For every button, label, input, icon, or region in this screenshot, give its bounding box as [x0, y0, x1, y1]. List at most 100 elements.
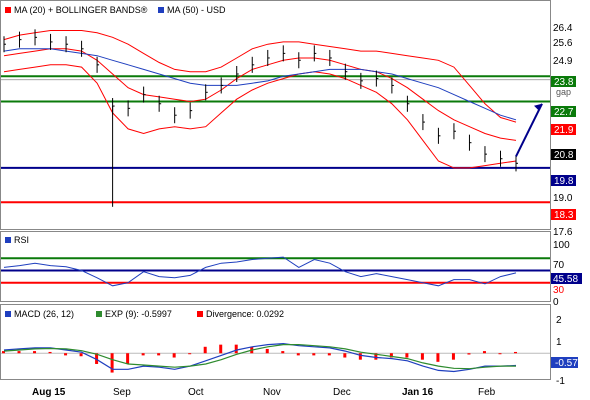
exp-legend-swatch: [96, 311, 102, 317]
level-badge-value: 22.7: [554, 107, 574, 118]
macd-histogram-bar: [188, 353, 192, 355]
macd-legend-label: MACD (26, 12): [14, 309, 74, 319]
level-badge-value: 23.8: [554, 77, 574, 88]
macd-series-group: [3, 342, 517, 373]
x-axis-label: Jan 16: [402, 387, 434, 398]
ma50-line: [3, 48, 517, 121]
macd-legend-swatch: [5, 311, 11, 317]
rsi-y-axis: 100 70 30 0: [553, 240, 570, 308]
rsi-level-lines: [1, 257, 550, 284]
ma50-legend-swatch: [158, 7, 164, 13]
macd-histogram-bar: [389, 353, 393, 358]
rsi-ytick-label: 70: [553, 260, 565, 271]
macd-histogram-bar: [234, 344, 238, 354]
rsi-legend-label: RSI: [14, 235, 29, 245]
macd-histogram-bar: [312, 353, 316, 356]
level-badge-value: 21.9: [554, 125, 574, 136]
macd-histogram-bar: [126, 353, 130, 364]
level-badge-box: [551, 209, 576, 220]
macd-histogram-bar: [514, 351, 517, 354]
rsi-value-badge-box: [551, 273, 582, 284]
level-badges: 23.8 gap 22.7 21.9 20.8 19.8 18.3: [551, 76, 576, 221]
rsi-series-group: [3, 256, 517, 287]
divergence-legend-label: Divergence: 0.0292: [206, 309, 284, 319]
price-ytick-label: 19.0: [553, 193, 573, 204]
projection-arrow-head: [534, 103, 542, 111]
macd-histogram-bar: [265, 348, 269, 354]
price-panel-frame: [0, 0, 551, 230]
rsi-ytick-label: 100: [553, 240, 570, 251]
price-level-lines: [1, 75, 550, 204]
macd-legend: MACD (26, 12) EXP (9): -0.5997 Divergenc…: [5, 309, 284, 319]
x-axis-label: Feb: [478, 387, 496, 398]
macd-y-axis: 2 1 0 -1: [556, 315, 565, 387]
macd-histogram-bar: [157, 353, 161, 356]
macd-histogram-bar: [219, 344, 223, 354]
macd-value-badge: -0.57: [555, 358, 578, 369]
price-bars-group: [3, 29, 543, 207]
price-legend: MA (20) + BOLLINGER BANDS® MA (50) - USD: [5, 5, 226, 15]
macd-histogram-bar: [172, 353, 176, 358]
macd-histogram-bar: [17, 351, 21, 354]
macd-value-badge-box: [551, 357, 578, 368]
rsi-panel-frame: [0, 231, 551, 302]
macd-histogram-bar: [343, 353, 347, 358]
x-axis: Aug 15 Sep Oct Nov Dec Jan 16 Feb: [32, 387, 496, 398]
level-badge-box: [551, 149, 576, 160]
ma50-legend-label: MA (50) - USD: [167, 5, 226, 15]
macd-histogram-bar: [482, 351, 486, 354]
level-badge-box: [551, 175, 576, 186]
x-axis-label: Aug 15: [32, 387, 66, 398]
macd-ytick-label: 1: [556, 337, 562, 348]
ma20-legend-label: MA (20) + BOLLINGER BANDS®: [14, 5, 148, 15]
rsi-ytick-label: 0: [553, 297, 559, 308]
x-axis-label: Sep: [113, 387, 131, 398]
macd-panel-frame: [0, 304, 551, 380]
level-badge-value: 19.8: [554, 176, 574, 187]
macd-histogram-bar: [48, 351, 52, 354]
level-badge-value: 18.3: [554, 210, 574, 221]
level-badge-box: [551, 106, 576, 117]
macd-line: [3, 342, 517, 373]
price-ytick-label: 17.6: [553, 227, 573, 238]
macd-histogram-bar: [33, 351, 37, 354]
level-badge-value: 20.8: [554, 150, 574, 161]
rsi-legend: RSI: [5, 235, 29, 245]
x-axis-label: Nov: [263, 387, 281, 398]
level-badge-box: [551, 124, 576, 135]
macd-histogram-bar: [420, 353, 424, 360]
bollinger-band-line: [3, 30, 517, 123]
rsi-ytick-label: 30: [553, 285, 565, 296]
bollinger-band-line: [3, 64, 517, 169]
macd-ytick-label: -1: [556, 376, 565, 387]
projection-arrow: [515, 103, 543, 157]
signal-line: [3, 344, 516, 370]
price-y-axis: 26.4 25.6 24.9 19.0 17.6: [553, 23, 573, 238]
ma20-legend-swatch: [5, 7, 11, 13]
macd-histogram-bar: [79, 353, 83, 357]
macd-histogram-bar: [2, 351, 5, 354]
rsi-legend-swatch: [5, 237, 11, 243]
level-badge-box: [551, 76, 576, 87]
macd-histogram-bar: [281, 351, 285, 354]
macd-ytick-label: 2: [556, 315, 562, 326]
price-ytick-label: 24.9: [553, 56, 573, 67]
macd-histogram-bar: [296, 353, 300, 356]
macd-histogram-bar: [467, 353, 471, 355]
price-series-group: [3, 30, 517, 169]
rsi-line: [3, 256, 517, 287]
macd-histogram-bar: [405, 353, 409, 358]
x-axis-label: Oct: [188, 387, 204, 398]
macd-histogram-bar: [498, 353, 502, 355]
macd-histogram-bar: [203, 346, 207, 354]
rsi-value-badge: 45.58: [553, 274, 578, 285]
macd-histogram-bar: [358, 353, 362, 360]
price-ytick-label: 26.4: [553, 23, 573, 34]
macd-histogram-bar: [110, 353, 114, 373]
x-axis-label: Dec: [333, 387, 351, 398]
macd-histogram-bar: [374, 353, 378, 360]
gap-label: gap: [556, 87, 571, 97]
macd-histogram-bar: [141, 353, 145, 356]
macd-histogram-bar: [327, 353, 331, 356]
macd-histogram-bar: [95, 353, 99, 364]
